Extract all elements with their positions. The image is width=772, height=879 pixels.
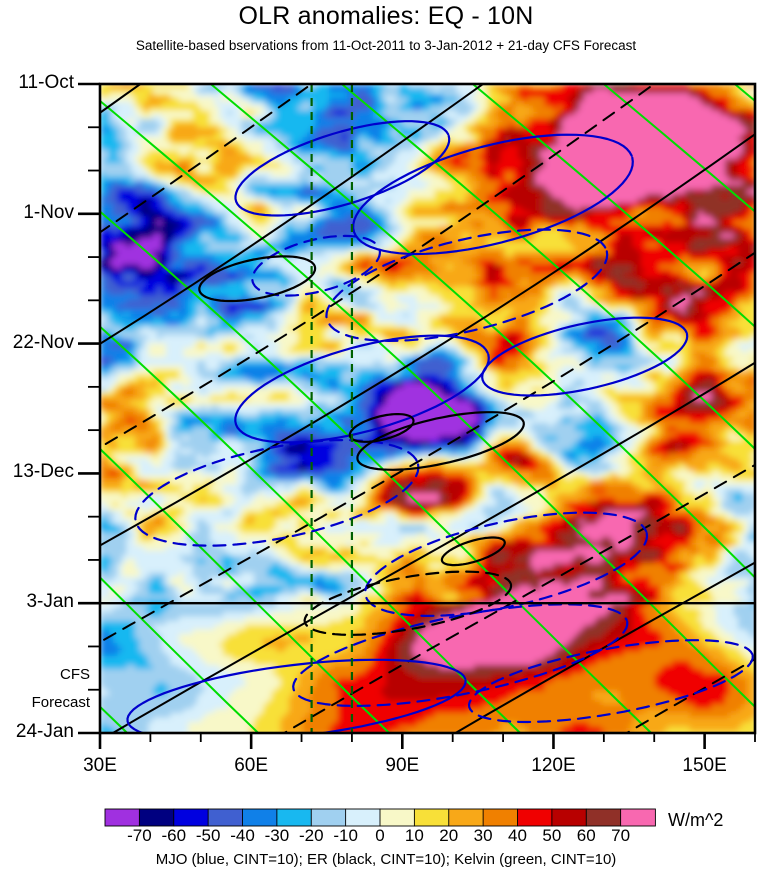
x-tick-label-150e: 150E — [660, 755, 750, 777]
x-tick-label-60e: 60E — [206, 755, 296, 777]
colorbar-swatch — [346, 809, 381, 826]
colorbar-swatch — [552, 809, 587, 826]
colorbar-swatch — [621, 809, 656, 826]
colorbar-swatch — [243, 809, 278, 826]
colorbar-swatch — [586, 809, 621, 826]
plot-area — [0, 0, 772, 879]
y-tick-label-24-jan: 24-Jan — [0, 721, 74, 743]
y-tick-label-22-nov: 22-Nov — [0, 332, 74, 354]
colorbar-swatch — [380, 809, 415, 826]
colorbar-swatch — [449, 809, 484, 826]
x-tick-label-90e: 90E — [357, 755, 447, 777]
colorbar-swatch — [105, 809, 140, 826]
x-tick-label-120e: 120E — [508, 755, 598, 777]
colorbar-swatch — [277, 809, 312, 826]
colorbar-units: W/m^2 — [668, 810, 723, 831]
cfs-forecast-note-line2: Forecast — [0, 694, 90, 711]
colorbar-swatch — [483, 809, 518, 826]
y-tick-label-13-dec: 13-Dec — [0, 461, 74, 483]
colorbar-swatch — [414, 809, 449, 826]
colorbar-swatch — [518, 809, 553, 826]
hovmoller-figure: OLR anomalies: EQ - 10N Satellite-based … — [0, 0, 772, 879]
cfs-forecast-note-line1: CFS — [0, 666, 90, 683]
colorbar-swatch — [174, 809, 209, 826]
overlay-legend-caption: MJO (blue, CINT=10); ER (black, CINT=10)… — [0, 851, 772, 868]
y-tick-label-1-nov: 1-Nov — [0, 202, 74, 224]
y-tick-label-3-jan: 3-Jan — [0, 591, 74, 613]
y-tick-label-11-oct: 11-Oct — [0, 72, 74, 94]
colorbar-swatch — [208, 809, 243, 826]
x-tick-label-30e: 30E — [55, 755, 145, 777]
colorbar-swatch — [139, 809, 174, 826]
colorbar-swatch — [311, 809, 346, 826]
colorbar-tick-label: 70 — [601, 826, 641, 846]
